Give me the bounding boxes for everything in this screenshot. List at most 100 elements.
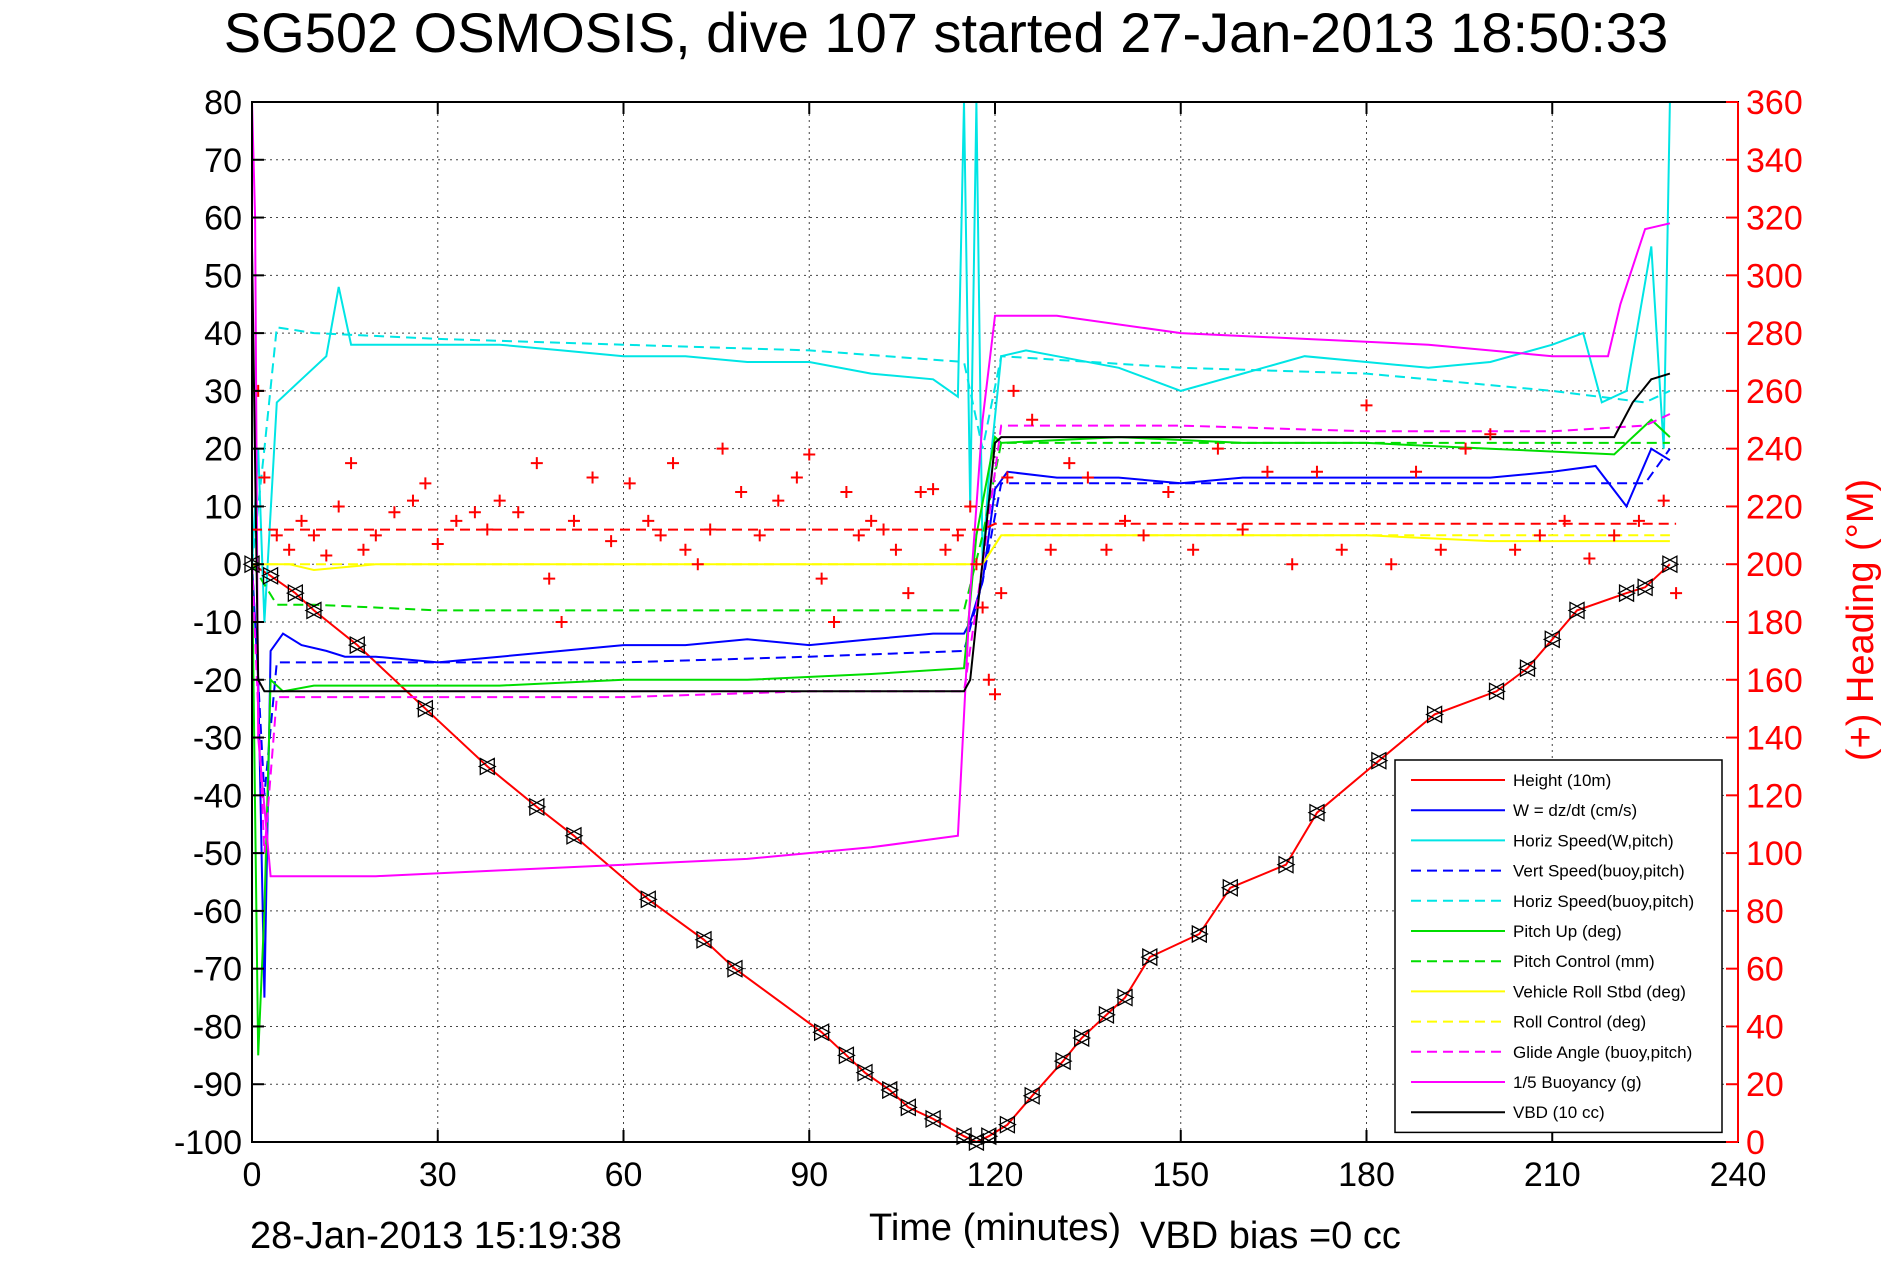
heading-point (1236, 523, 1249, 536)
heading-point (1187, 543, 1200, 556)
heading-point (889, 543, 902, 556)
heading-point (772, 494, 785, 507)
height-marker (477, 757, 497, 776)
y-tick-label: -50 (193, 835, 242, 873)
heading-point (283, 543, 296, 556)
y-tick-label: -90 (193, 1066, 242, 1104)
marker-layer (242, 384, 1683, 1152)
y-tick-label: 40 (204, 315, 242, 353)
heading-point (419, 477, 432, 490)
heading-point (567, 514, 580, 527)
heading-point (865, 514, 878, 527)
legend-label: Roll Control (deg) (1513, 1013, 1646, 1032)
height-marker (880, 1080, 900, 1100)
series-pitch-up-deg (251, 418, 1671, 1056)
legend-box (1394, 759, 1723, 1134)
heading-point (1335, 543, 1348, 556)
heading-point (704, 523, 717, 536)
y2-tick-label: 100 (1746, 835, 1803, 873)
height-marker (1660, 555, 1680, 574)
heading-point (1063, 457, 1076, 470)
heading-point (1137, 529, 1150, 542)
y-tick-label: -10 (193, 604, 242, 642)
legend-label: Horiz Speed(W,pitch) (1513, 831, 1674, 850)
heading-point (1360, 399, 1373, 412)
height-marker (1189, 924, 1209, 944)
heading-point (667, 457, 680, 470)
y2-tick-label: 60 (1746, 951, 1784, 989)
y-tick-label: -60 (193, 893, 242, 931)
heading-point (1007, 384, 1020, 397)
y2-tick-label: 160 (1746, 662, 1803, 700)
heading-point (1434, 543, 1447, 556)
y-tick-label: -20 (193, 662, 242, 700)
series-1-5-buoyancy-g (251, 101, 1671, 878)
chart-title: SG502 OSMOSIS, dive 107 started 27-Jan-2… (224, 1, 1668, 64)
legend-label: Vert Speed(buoy,pitch) (1513, 862, 1685, 881)
heading-point (1657, 494, 1670, 507)
heading-point (828, 616, 841, 628)
heading-point (345, 457, 358, 470)
height-marker (1518, 659, 1537, 678)
height-marker (347, 636, 367, 655)
heading-point (1261, 465, 1274, 478)
y2-tick-label: 340 (1746, 142, 1803, 180)
x-axis-label: Time (minutes) (869, 1207, 1121, 1249)
legend-label: W = dz/dt (cm/s) (1513, 801, 1637, 820)
legend-label: Horiz Speed(buoy,pitch) (1513, 892, 1694, 911)
heading-point (450, 514, 463, 527)
y2-tick-label: 300 (1746, 257, 1803, 295)
y-tick-label: -80 (193, 1008, 242, 1046)
axes: 0 30 60 90 120 150 180 210 24080706050403020100-… (174, 84, 1803, 1194)
height-marker (564, 826, 584, 845)
height-marker (725, 959, 745, 978)
heading-point (790, 471, 803, 484)
y-tick-label: 80 (204, 84, 242, 122)
y2-tick-label: 240 (1746, 431, 1803, 469)
heading-point (1119, 514, 1132, 527)
heading-point (295, 514, 308, 527)
heading-point (1558, 514, 1571, 527)
heading-point (982, 673, 995, 686)
legend-label: Glide Angle (buoy,pitch) (1513, 1043, 1692, 1062)
y-tick-label: 70 (204, 142, 242, 180)
heading-point (1670, 587, 1683, 600)
heading-point (1162, 486, 1175, 498)
heading-point (543, 572, 556, 585)
legend-label: Pitch Up (deg) (1513, 922, 1622, 941)
height-marker (1425, 705, 1444, 724)
heading-point (493, 494, 506, 507)
heading-point (1100, 543, 1113, 556)
height-marker (812, 1023, 832, 1042)
heading-point (357, 543, 370, 556)
y2-tick-label: 280 (1746, 315, 1803, 353)
height-marker (527, 797, 547, 816)
series-vbd-10-cc (251, 246, 1671, 693)
heading-point (555, 616, 568, 628)
y-tick-label: -40 (193, 777, 242, 815)
heading-point (586, 471, 599, 484)
height-marker (1097, 1005, 1116, 1024)
heading-point (964, 500, 977, 513)
heading-point (258, 471, 271, 484)
heading-point (970, 558, 983, 571)
heading-point (852, 529, 865, 542)
heading-point (1001, 471, 1014, 484)
heading-point (1410, 465, 1423, 478)
series-roll-control-deg (252, 534, 1670, 566)
height-marker (1369, 751, 1389, 770)
height-marker (837, 1046, 856, 1065)
heading-point (902, 587, 915, 600)
legend: Height (10m) W = dz/dt (cm/s) Horiz Speed(… (1394, 759, 1723, 1134)
y2-tick-label: 200 (1746, 546, 1803, 584)
heading-point (642, 514, 655, 527)
x-tick-label: 30 (419, 1156, 457, 1194)
x-tick-label: 240 (1710, 1156, 1767, 1194)
height-marker (998, 1115, 1017, 1134)
legend-label: Vehicle Roll Stbd (deg) (1513, 982, 1686, 1001)
y-tick-label: 50 (204, 257, 242, 295)
y-tick-label: 60 (204, 200, 242, 238)
y2-axis-label: (+) Heading (°M) (1840, 479, 1882, 761)
heading-point (1459, 442, 1472, 455)
y-tick-label: -30 (193, 720, 242, 758)
